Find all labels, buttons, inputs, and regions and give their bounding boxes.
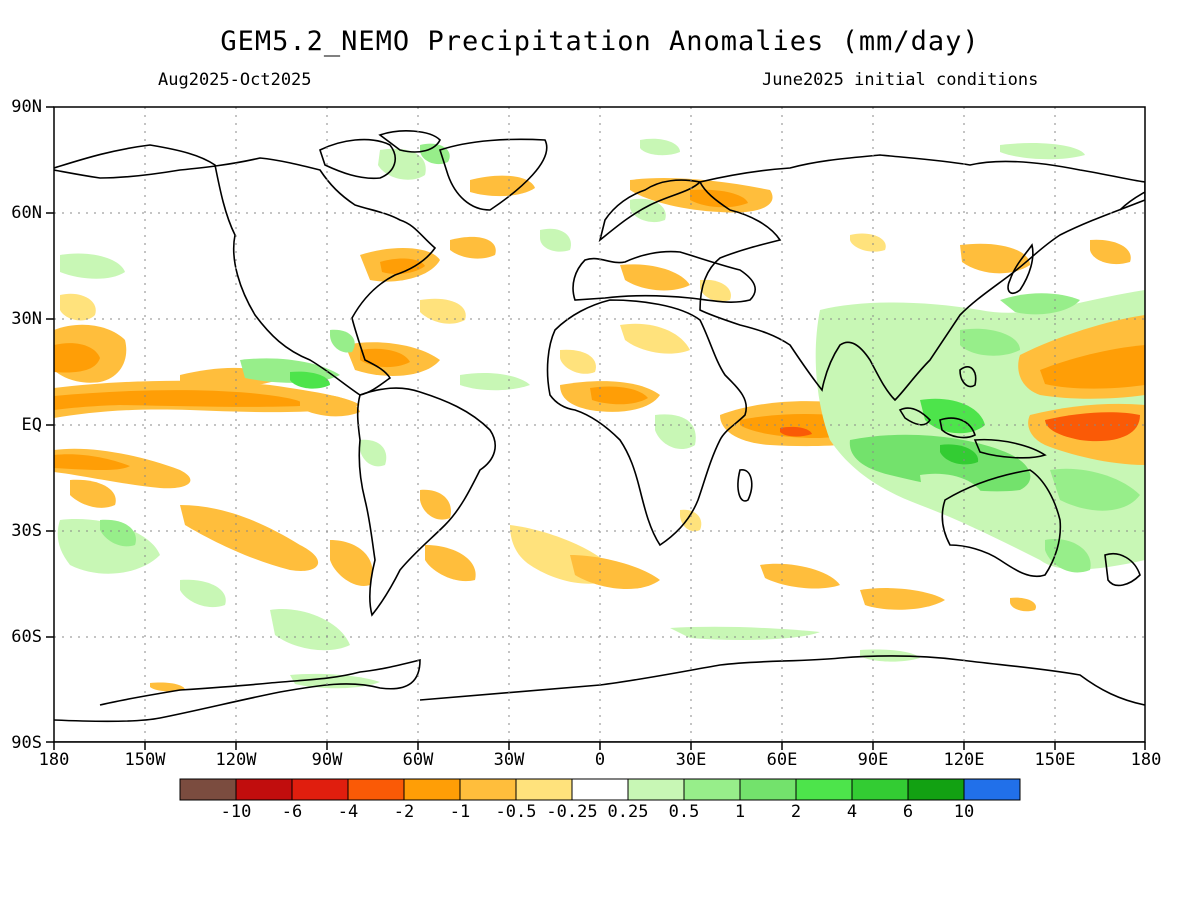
lon-label-90w: 90W — [311, 750, 343, 770]
colorbar-swatch — [291, 778, 349, 801]
colorbar-swatch — [627, 778, 685, 801]
lon-label-0: 0 — [594, 750, 606, 770]
colorbar-tick-label: 2 — [790, 802, 802, 822]
lon-label-120e: 120E — [943, 750, 985, 770]
colorbar-tick-label: -1 — [449, 802, 471, 822]
period-label: Aug2025-Oct2025 — [158, 70, 312, 90]
colorbar-swatch — [739, 778, 797, 801]
lat-label-60n: 60N — [11, 203, 42, 223]
colorbar-swatch — [347, 778, 405, 801]
colorbar-tick-label: -0.25 — [546, 802, 598, 822]
colorbar-tick-label: 0.25 — [607, 802, 649, 822]
lat-label-60s: 60S — [11, 627, 42, 647]
colorbar-swatch — [963, 778, 1021, 801]
lat-label-30s: 30S — [11, 521, 42, 541]
colorbar-swatch — [179, 778, 237, 801]
lat-label-eq: EQ — [21, 415, 42, 435]
colorbar-tick-label: 0.5 — [668, 802, 700, 822]
colorbar-swatch — [851, 778, 909, 801]
lon-label-180w: 180 — [38, 750, 70, 770]
colorbar-tick-label: 10 — [953, 802, 975, 822]
lon-label-180e: 180 — [1130, 750, 1162, 770]
lat-label-30n: 30N — [11, 309, 42, 329]
map-title: GEM5.2_NEMO Precipitation Anomalies (mm/… — [220, 26, 980, 57]
anomaly-field — [54, 138, 1145, 692]
initial-conditions-label: June2025 initial conditions — [762, 70, 1039, 90]
colorbar-swatch — [235, 778, 293, 801]
lat-label-90n: 90N — [11, 97, 42, 117]
colorbar-swatch — [403, 778, 461, 801]
colorbar-swatch — [683, 778, 741, 801]
lon-label-30w: 30W — [493, 750, 525, 770]
lon-label-30e: 30E — [675, 750, 707, 770]
colorbar-tick-label: 1 — [734, 802, 746, 822]
colorbar-tick-label: 6 — [902, 802, 914, 822]
colorbar — [179, 778, 1021, 801]
colorbar-tick-label: -10 — [220, 802, 252, 822]
lon-label-60w: 60W — [402, 750, 434, 770]
axis-ticks — [46, 106, 1146, 750]
colorbar-swatch — [459, 778, 517, 801]
colorbar-tick-label: -2 — [393, 802, 415, 822]
colorbar-swatch — [515, 778, 573, 801]
colorbar-tick-label: -6 — [281, 802, 303, 822]
coastlines — [54, 130, 1145, 742]
colorbar-tick-label: -4 — [337, 802, 359, 822]
colorbar-tick-label: 4 — [846, 802, 858, 822]
graticule — [54, 107, 1145, 742]
lat-label-90s: 90S — [11, 733, 42, 753]
colorbar-swatch — [571, 778, 629, 801]
colorbar-swatch — [795, 778, 853, 801]
lon-label-60e: 60E — [766, 750, 798, 770]
lon-label-90e: 90E — [857, 750, 889, 770]
colorbar-tick-label: -0.5 — [495, 802, 537, 822]
colorbar-swatch — [907, 778, 965, 801]
lon-label-120w: 120W — [215, 750, 257, 770]
lon-label-150w: 150W — [124, 750, 166, 770]
lon-label-150e: 150E — [1034, 750, 1076, 770]
